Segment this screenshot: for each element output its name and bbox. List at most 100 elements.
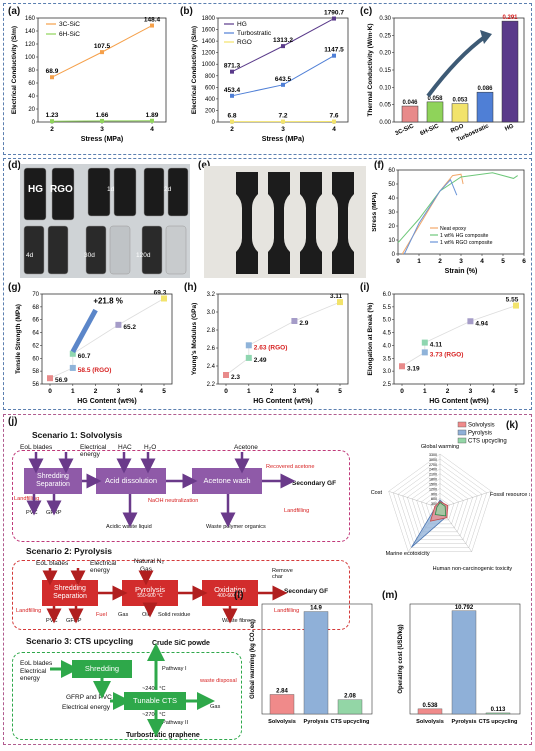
y-axis-label: Stress (MPa) bbox=[372, 192, 378, 231]
data-label: 14.9 bbox=[310, 606, 322, 612]
x-tick-label: 2 bbox=[94, 388, 98, 395]
legend-label: Solvolysis bbox=[468, 423, 495, 429]
x-tick-label: 3C-SiC bbox=[394, 123, 415, 137]
y-tick-label: 66 bbox=[32, 318, 39, 324]
x-tick-label: HG bbox=[504, 123, 515, 132]
panel-label-a: (a) bbox=[8, 6, 20, 17]
data-point bbox=[47, 375, 53, 381]
x-tick-label: 0 bbox=[400, 388, 404, 395]
x-tick-label: 6 bbox=[522, 258, 526, 265]
x-tick-label: Solvolysis bbox=[416, 719, 444, 725]
vial-time-2d: 2d bbox=[164, 186, 171, 193]
y-tick-label: 5.5 bbox=[383, 305, 392, 311]
data-label: 68.9 bbox=[46, 68, 59, 75]
panel-label-l: (l) bbox=[234, 590, 243, 601]
y-tick-label: 6.0 bbox=[383, 292, 392, 298]
x-tick-label: 4 bbox=[332, 126, 336, 133]
s1-acid-box: Acid dissolution bbox=[96, 468, 166, 494]
s1-landfill2: Landfilling bbox=[284, 508, 309, 514]
radar-axis-label: Human non-carcinogenic toxicity bbox=[433, 566, 513, 572]
chart-k: 0300600900120015001800210024002700300033… bbox=[358, 416, 530, 586]
data-point bbox=[230, 70, 234, 74]
x-tick-label: 4 bbox=[139, 388, 143, 395]
x-tick-label: CTS upcycling bbox=[479, 719, 518, 725]
y-axis-label: Elongation at Break (%) bbox=[367, 303, 374, 376]
x-axis-label: Stress (MPa) bbox=[262, 136, 304, 143]
panel-label-c: (c) bbox=[360, 6, 372, 17]
data-label: 0.113 bbox=[491, 707, 506, 713]
y-tick-label: 62 bbox=[32, 343, 39, 349]
data-label: 65.2 bbox=[123, 324, 136, 331]
bar-CTS upcycling bbox=[486, 713, 510, 714]
bar-Solvolysis bbox=[418, 709, 442, 714]
s1-waste2: Waste polymer organics bbox=[206, 524, 266, 530]
data-label: 0.291 bbox=[502, 15, 518, 21]
y-tick-label: 140 bbox=[25, 29, 36, 35]
data-label: 2.08 bbox=[344, 694, 356, 700]
s3-p1: Pathway I bbox=[162, 666, 187, 672]
y-axis-label: Operating cost (USD/kg) bbox=[398, 624, 404, 693]
data-label: 10.792 bbox=[455, 605, 474, 611]
dogbone-photo bbox=[196, 160, 370, 280]
radar-axis-label: Cost bbox=[371, 490, 383, 496]
data-label: 7.2 bbox=[278, 113, 287, 120]
legend-label: 1 wt% RGO composite bbox=[440, 240, 493, 246]
y-tick-label: 1000 bbox=[202, 62, 216, 68]
y-tick-label: 70 bbox=[32, 292, 39, 298]
x-tick-label: 5 bbox=[514, 388, 518, 395]
data-point bbox=[281, 120, 285, 124]
data-label: 1147.5 bbox=[324, 47, 344, 54]
y-tick-label: 3.0 bbox=[383, 369, 392, 375]
x-tick-label: Pyrolysis bbox=[452, 719, 477, 725]
s1-wash-box: Acetone wash bbox=[192, 468, 262, 494]
y-tick-label: 68 bbox=[32, 305, 39, 311]
y-tick-label: 600 bbox=[205, 85, 216, 91]
data-point bbox=[332, 120, 336, 124]
data-label: 1.89 bbox=[146, 112, 159, 119]
annotation-text: +21.8 % bbox=[93, 297, 123, 306]
data-point bbox=[100, 119, 104, 123]
s1-h2o: H₂O bbox=[144, 444, 156, 451]
chart-m: Operating cost (USD/kg)0.538Solvolysis10… bbox=[380, 590, 530, 746]
y-tick-label: 60 bbox=[32, 356, 39, 362]
y-tick-label: 20 bbox=[388, 224, 395, 230]
data-label: 3.73 (RGO) bbox=[430, 351, 464, 358]
s3-gas: Gas bbox=[210, 704, 220, 710]
y-axis-label: Thermal Conductivity (W/m·K) bbox=[367, 23, 374, 116]
data-point bbox=[332, 54, 336, 58]
radar-axis-label: Marine ecotoxicity bbox=[386, 551, 430, 557]
s2-eol: EoL blades bbox=[36, 560, 68, 567]
radar-axis-label: Fossil resource scarcity bbox=[490, 492, 530, 498]
bar-HG bbox=[502, 21, 518, 122]
data-label: 2.9 bbox=[299, 320, 308, 327]
x-tick-label: 1 bbox=[247, 388, 251, 395]
y-tick-label: 0 bbox=[392, 252, 396, 258]
data-label: 5.55 bbox=[506, 297, 519, 304]
s2-landfill1: Landfilling bbox=[16, 608, 41, 614]
x-tick-label: 1 bbox=[71, 388, 75, 395]
data-label: 871.3 bbox=[224, 63, 241, 70]
data-label: 643.5 bbox=[275, 76, 292, 83]
y-tick-label: 1200 bbox=[202, 51, 216, 57]
x-tick-label: 5 bbox=[162, 388, 166, 395]
scenario3-title: Scenario 3: CTS upcycling bbox=[26, 636, 133, 646]
data-label: 1790.7 bbox=[324, 10, 344, 17]
data-point bbox=[150, 119, 154, 123]
y-tick-label: 1400 bbox=[202, 39, 216, 45]
radial-tick-label: 900 bbox=[431, 492, 437, 496]
s2-gfrp: GFRP bbox=[66, 618, 82, 624]
panel-label-m: (m) bbox=[382, 590, 398, 601]
x-axis-label: HG Content (wt%) bbox=[77, 398, 137, 405]
bar-Pyrolysis bbox=[304, 612, 328, 714]
data-point bbox=[246, 342, 252, 348]
panel-label-h: (h) bbox=[184, 282, 197, 293]
s3-product: Turbostratic graphene bbox=[126, 732, 200, 739]
s3-p2: Pathway II bbox=[162, 720, 188, 726]
radial-tick-label: 2100 bbox=[429, 473, 437, 477]
x-tick-label: 4 bbox=[491, 388, 495, 395]
